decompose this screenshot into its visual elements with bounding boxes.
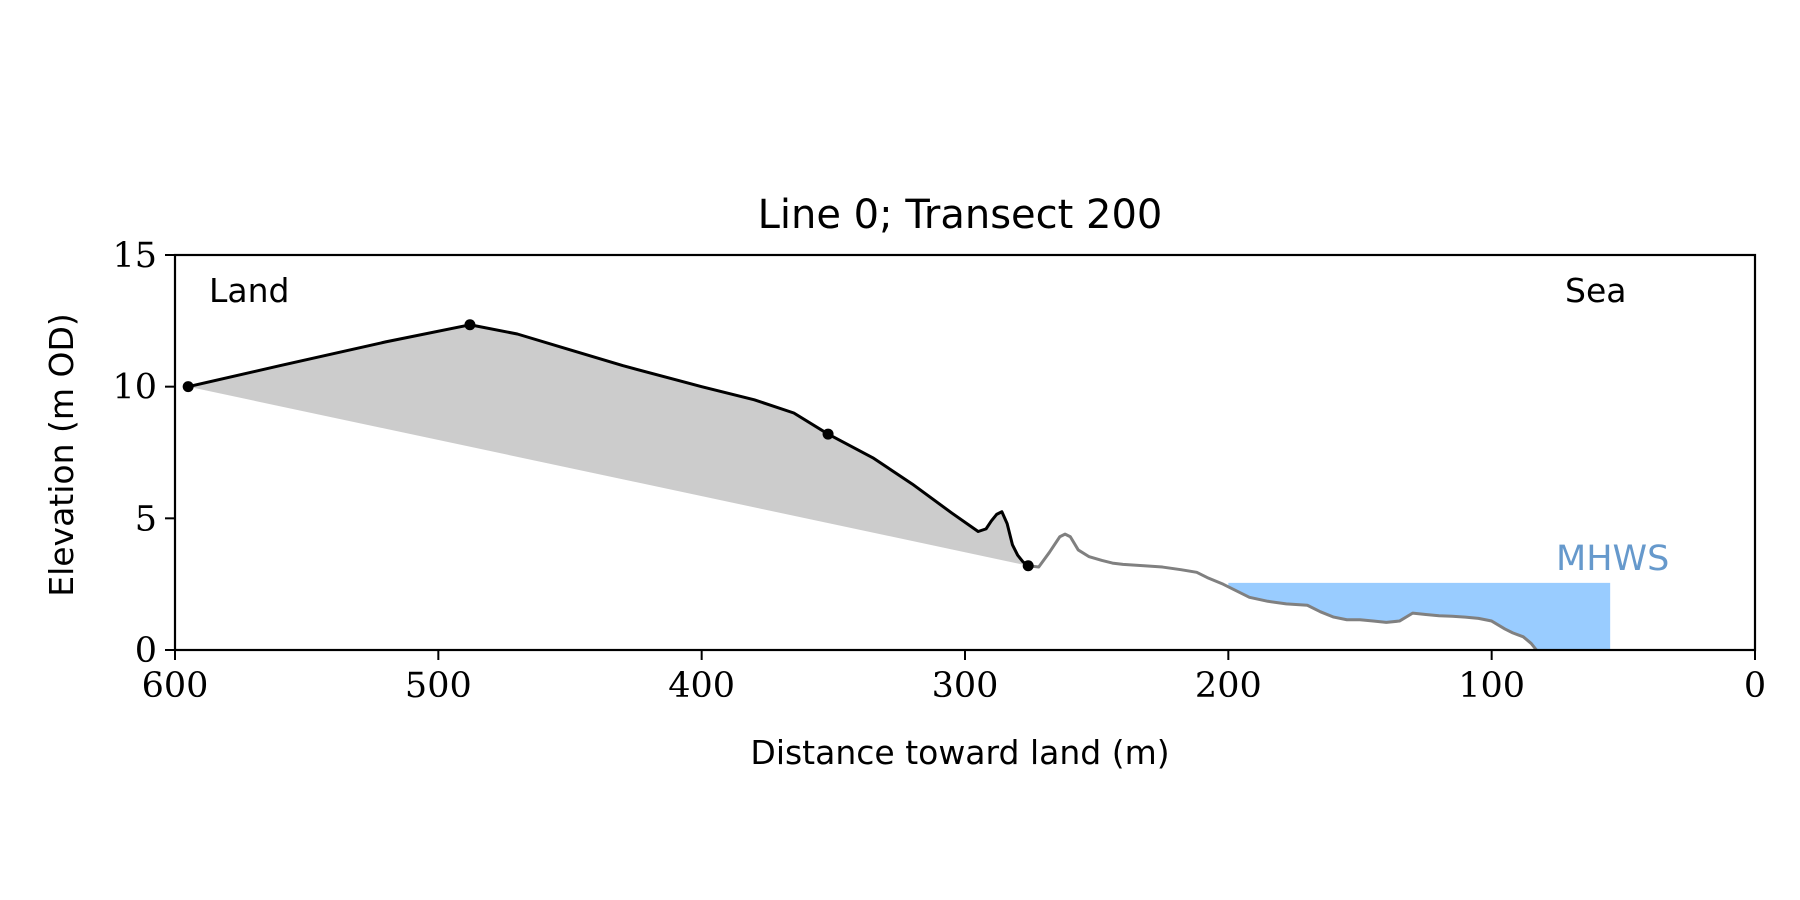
x-tick-label: 500 (405, 666, 472, 706)
x-tick-label: 600 (142, 666, 209, 706)
key-point-2 (822, 428, 834, 440)
key-point-0 (182, 381, 194, 393)
x-axis-label: Distance toward land (m) (750, 733, 1169, 772)
profile-line-seaward (1028, 532, 1538, 651)
chart-title: Line 0; Transect 200 (758, 192, 1163, 238)
land-annotation: Land (209, 271, 289, 310)
sea-annotation: Sea (1565, 271, 1626, 310)
key-point-1 (464, 319, 476, 331)
x-tick-label: 100 (1458, 666, 1525, 706)
y-tick-label: 10 (112, 368, 157, 408)
x-tick-label: 300 (932, 666, 999, 706)
y-tick-label: 5 (135, 499, 157, 539)
shaded-profile-area (188, 324, 1029, 566)
x-tick-label: 0 (1744, 666, 1766, 706)
x-tick-label: 200 (1195, 666, 1262, 706)
mhws-water-area (1228, 582, 1611, 650)
x-tick-label: 400 (668, 666, 735, 706)
mhws-label: MHWS (1556, 539, 1669, 579)
y-axis-label: Elevation (m OD) (42, 313, 81, 597)
y-tick-label: 15 (112, 236, 157, 276)
y-tick-label: 0 (135, 631, 157, 671)
key-point-3 (1022, 560, 1034, 572)
profile-line-landward (187, 323, 1030, 567)
